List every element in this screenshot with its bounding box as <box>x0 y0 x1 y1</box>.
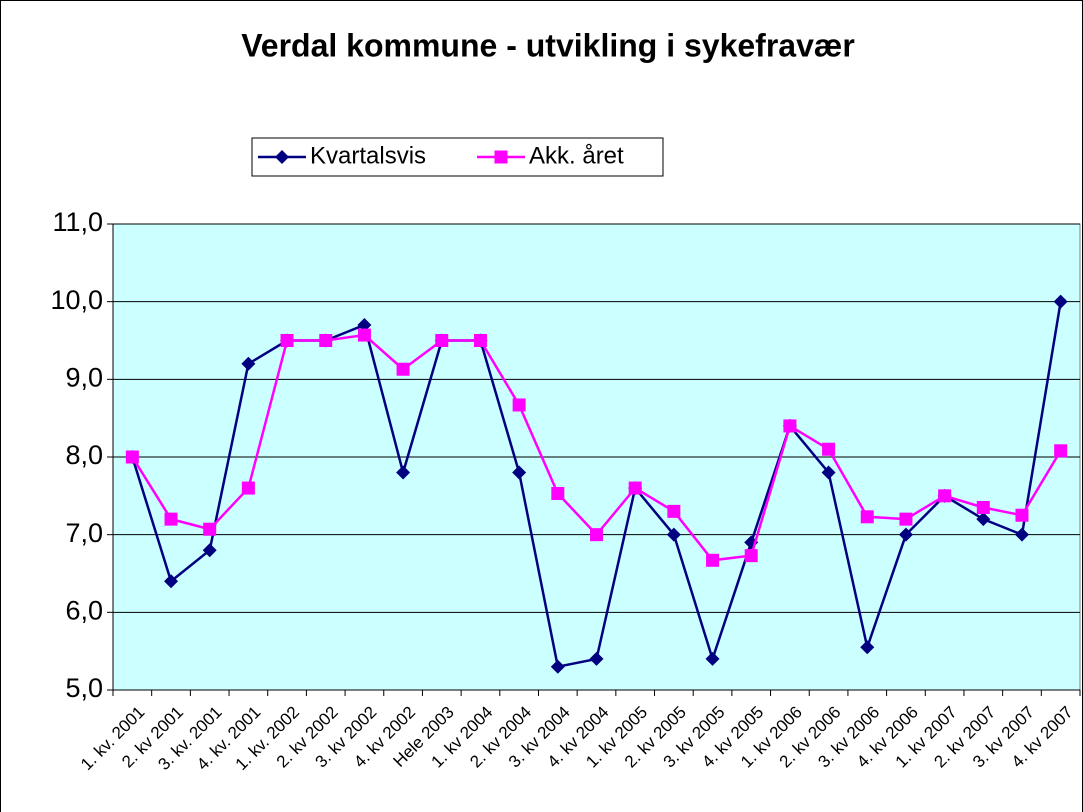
data-point <box>821 465 836 480</box>
data-point <box>280 334 294 347</box>
data-point <box>1053 294 1068 309</box>
data-point <box>938 489 952 503</box>
data-point <box>666 527 681 542</box>
data-point <box>164 512 178 526</box>
data-point <box>319 334 333 347</box>
data-point <box>241 481 255 495</box>
data-point <box>822 442 836 456</box>
data-point <box>512 465 527 480</box>
data-point <box>976 500 990 514</box>
data-point <box>1054 444 1068 458</box>
legend-box <box>251 137 664 177</box>
data-point <box>899 512 913 526</box>
data-point <box>898 527 913 542</box>
data-point <box>473 334 487 347</box>
legend: Kvartalsvis Akk. året <box>251 137 664 177</box>
data-point <box>164 574 179 589</box>
data-point <box>705 651 720 666</box>
data-point <box>860 640 875 655</box>
data-point <box>435 334 449 347</box>
data-point <box>667 504 681 518</box>
data-point <box>241 356 256 371</box>
data-point <box>1015 508 1029 522</box>
y-tick-label: 7,0 <box>65 518 103 548</box>
data-point <box>396 465 411 480</box>
data-point <box>1014 527 1029 542</box>
data-point <box>628 481 642 495</box>
data-point <box>512 398 526 412</box>
legend-marker <box>494 150 508 164</box>
y-tick-label: 8,0 <box>65 440 103 470</box>
data-point <box>860 510 874 524</box>
data-point <box>706 553 720 567</box>
data-point <box>357 328 371 342</box>
data-point <box>590 528 603 542</box>
y-tick-label: 5,0 <box>65 673 103 703</box>
chart-title: Verdal kommune - utvikling i sykefravær <box>241 27 855 63</box>
data-point <box>550 659 565 674</box>
data-point <box>551 487 565 501</box>
data-point <box>125 450 139 464</box>
data-point <box>783 419 797 433</box>
data-point <box>203 522 217 536</box>
y-tick-label: 11,0 <box>52 207 103 237</box>
y-tick-label: 6,0 <box>65 595 103 625</box>
legend-marker <box>275 150 289 164</box>
y-tick-label: 10,0 <box>50 285 103 315</box>
data-point <box>744 549 758 563</box>
y-tick-label: 9,0 <box>65 362 103 392</box>
data-point <box>976 512 991 527</box>
legend-label: Akk. året <box>529 142 624 169</box>
data-point <box>202 543 217 558</box>
data-point <box>396 362 410 376</box>
legend-label: Kvartalsvis <box>310 142 426 169</box>
data-point <box>357 317 372 332</box>
data-point <box>589 651 604 666</box>
